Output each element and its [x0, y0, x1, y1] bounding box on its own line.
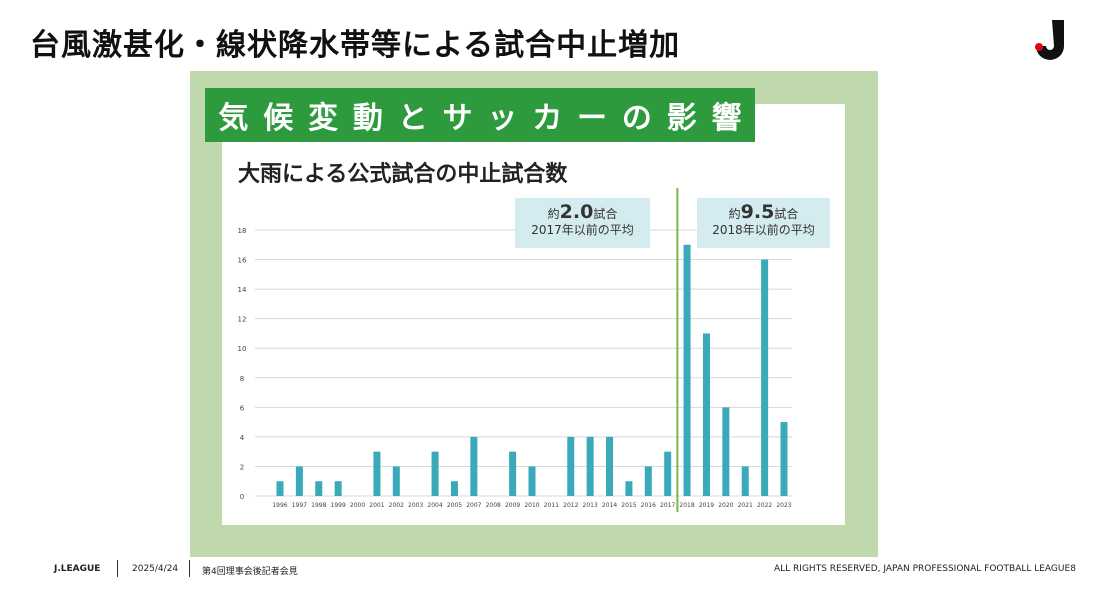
banner-char: サ [442, 101, 473, 136]
chart-subtitle: 大雨による公式試合の中止試合数 [238, 162, 568, 187]
bar-2023 [780, 422, 788, 496]
x-tick-label: 2023 [776, 502, 791, 509]
bar-2010 [528, 466, 536, 496]
callout-caption: 2018年以前の平均 [712, 223, 815, 237]
x-tick-label: 2005 [447, 502, 462, 509]
y-tick-label: 0 [240, 493, 244, 501]
bar-2013 [586, 436, 594, 496]
banner-char: 動 [352, 101, 383, 136]
bar-2001 [373, 451, 381, 496]
x-tick-label: 2022 [757, 502, 772, 509]
x-tick-label: 1997 [292, 502, 307, 509]
footer-brand: J.LEAGUE [54, 564, 101, 574]
x-tick-label: 2013 [583, 502, 598, 509]
page-title: 台風激甚化・線状降水帯等による試合中止増加 [30, 28, 681, 63]
y-tick-label: 14 [238, 286, 247, 294]
banner-char: カ [532, 101, 563, 136]
bar-2007 [470, 436, 478, 496]
bar-2016 [644, 466, 652, 496]
bar-1999 [334, 481, 342, 496]
footer-date: 2025/4/24 [132, 564, 179, 574]
footer-copyright: ALL RIGHTS RESERVED, JAPAN PROFESSIONAL … [774, 564, 1076, 574]
bar-2002 [392, 466, 400, 496]
y-tick-label: 8 [240, 375, 244, 383]
callout-value: 9.5 [740, 201, 775, 223]
callout-suffix: 試合 [593, 207, 618, 221]
bar-2015 [625, 481, 633, 496]
divider [117, 560, 118, 577]
callout-caption: 2017年以前の平均 [531, 223, 634, 237]
x-tick-label: 2020 [718, 502, 733, 509]
jleague-logo [1035, 20, 1064, 60]
y-tick-label: 18 [238, 227, 247, 235]
x-tick-label: 1999 [331, 502, 346, 509]
bar-1997 [295, 466, 303, 496]
x-tick-label: 2000 [350, 502, 365, 509]
bar-2014 [606, 436, 614, 496]
x-tick-label: 1996 [272, 502, 287, 509]
x-tick-label: 2003 [408, 502, 423, 509]
banner-char: 変 [308, 101, 339, 136]
banner-char: 候 [263, 101, 294, 136]
x-tick-label: 2015 [621, 502, 636, 509]
y-tick-label: 16 [238, 257, 247, 265]
x-tick-label: 2010 [524, 502, 539, 509]
banner-char: 響 [711, 101, 742, 136]
x-tick-label: 2019 [699, 502, 714, 509]
x-tick-label: 1998 [311, 502, 326, 509]
y-tick-label: 6 [240, 404, 245, 412]
callout-value: 2.0 [559, 201, 594, 223]
callout-prefix: 約 [547, 207, 560, 221]
x-tick-label: 2018 [679, 502, 694, 509]
banner-char: 気 [218, 101, 249, 136]
y-tick-label: 2 [240, 463, 244, 471]
x-tick-label: 2001 [369, 502, 384, 509]
bar-2012 [567, 436, 575, 496]
banner: 気候変動とサッカーの影響 [205, 88, 755, 142]
bar-2021 [741, 466, 749, 496]
footer-event: 第4回理事会後記者会見 [202, 567, 298, 577]
x-tick-label: 2008 [486, 502, 501, 509]
x-tick-label: 2016 [641, 502, 656, 509]
y-tick-label: 10 [238, 345, 247, 353]
x-tick-label: 2011 [544, 502, 559, 509]
callout-suffix: 試合 [774, 207, 799, 221]
bar-2009 [509, 451, 517, 496]
bar-2020 [722, 407, 730, 496]
x-tick-label: 2014 [602, 502, 617, 509]
bar-2005 [450, 481, 458, 496]
callout-after-2018: 約9.5試合 2018年以前の平均 [697, 198, 830, 248]
page-number: 8 [1070, 564, 1076, 574]
bar-2022 [761, 259, 769, 496]
x-tick-label: 2012 [563, 502, 578, 509]
banner-char: ッ [487, 101, 518, 136]
x-tick-label: 2021 [738, 502, 753, 509]
bar-1996 [276, 481, 284, 496]
x-tick-label: 2009 [505, 502, 520, 509]
banner-char: の [621, 101, 652, 136]
x-tick-label: 2017 [660, 502, 675, 509]
callout-prefix: 約 [728, 207, 741, 221]
bar-1998 [315, 481, 323, 496]
bar-2017 [664, 451, 672, 496]
banner-char: と [397, 101, 428, 136]
x-tick-label: 2007 [466, 502, 481, 509]
divider [189, 560, 190, 577]
y-tick-label: 4 [240, 434, 245, 442]
banner-char: ー [577, 101, 608, 136]
bar-2004 [431, 451, 439, 496]
copyright-text: ALL RIGHTS RESERVED, JAPAN PROFESSIONAL … [774, 564, 1071, 574]
callout-before-2017: 約2.0試合 2017年以前の平均 [515, 198, 650, 248]
chart-panel [222, 104, 845, 525]
bar-2019 [702, 333, 710, 496]
bar-2018 [683, 244, 691, 496]
y-tick-label: 12 [238, 316, 247, 324]
x-tick-label: 2004 [427, 502, 442, 509]
banner-char: 影 [666, 101, 697, 136]
x-tick-label: 2002 [389, 502, 404, 509]
